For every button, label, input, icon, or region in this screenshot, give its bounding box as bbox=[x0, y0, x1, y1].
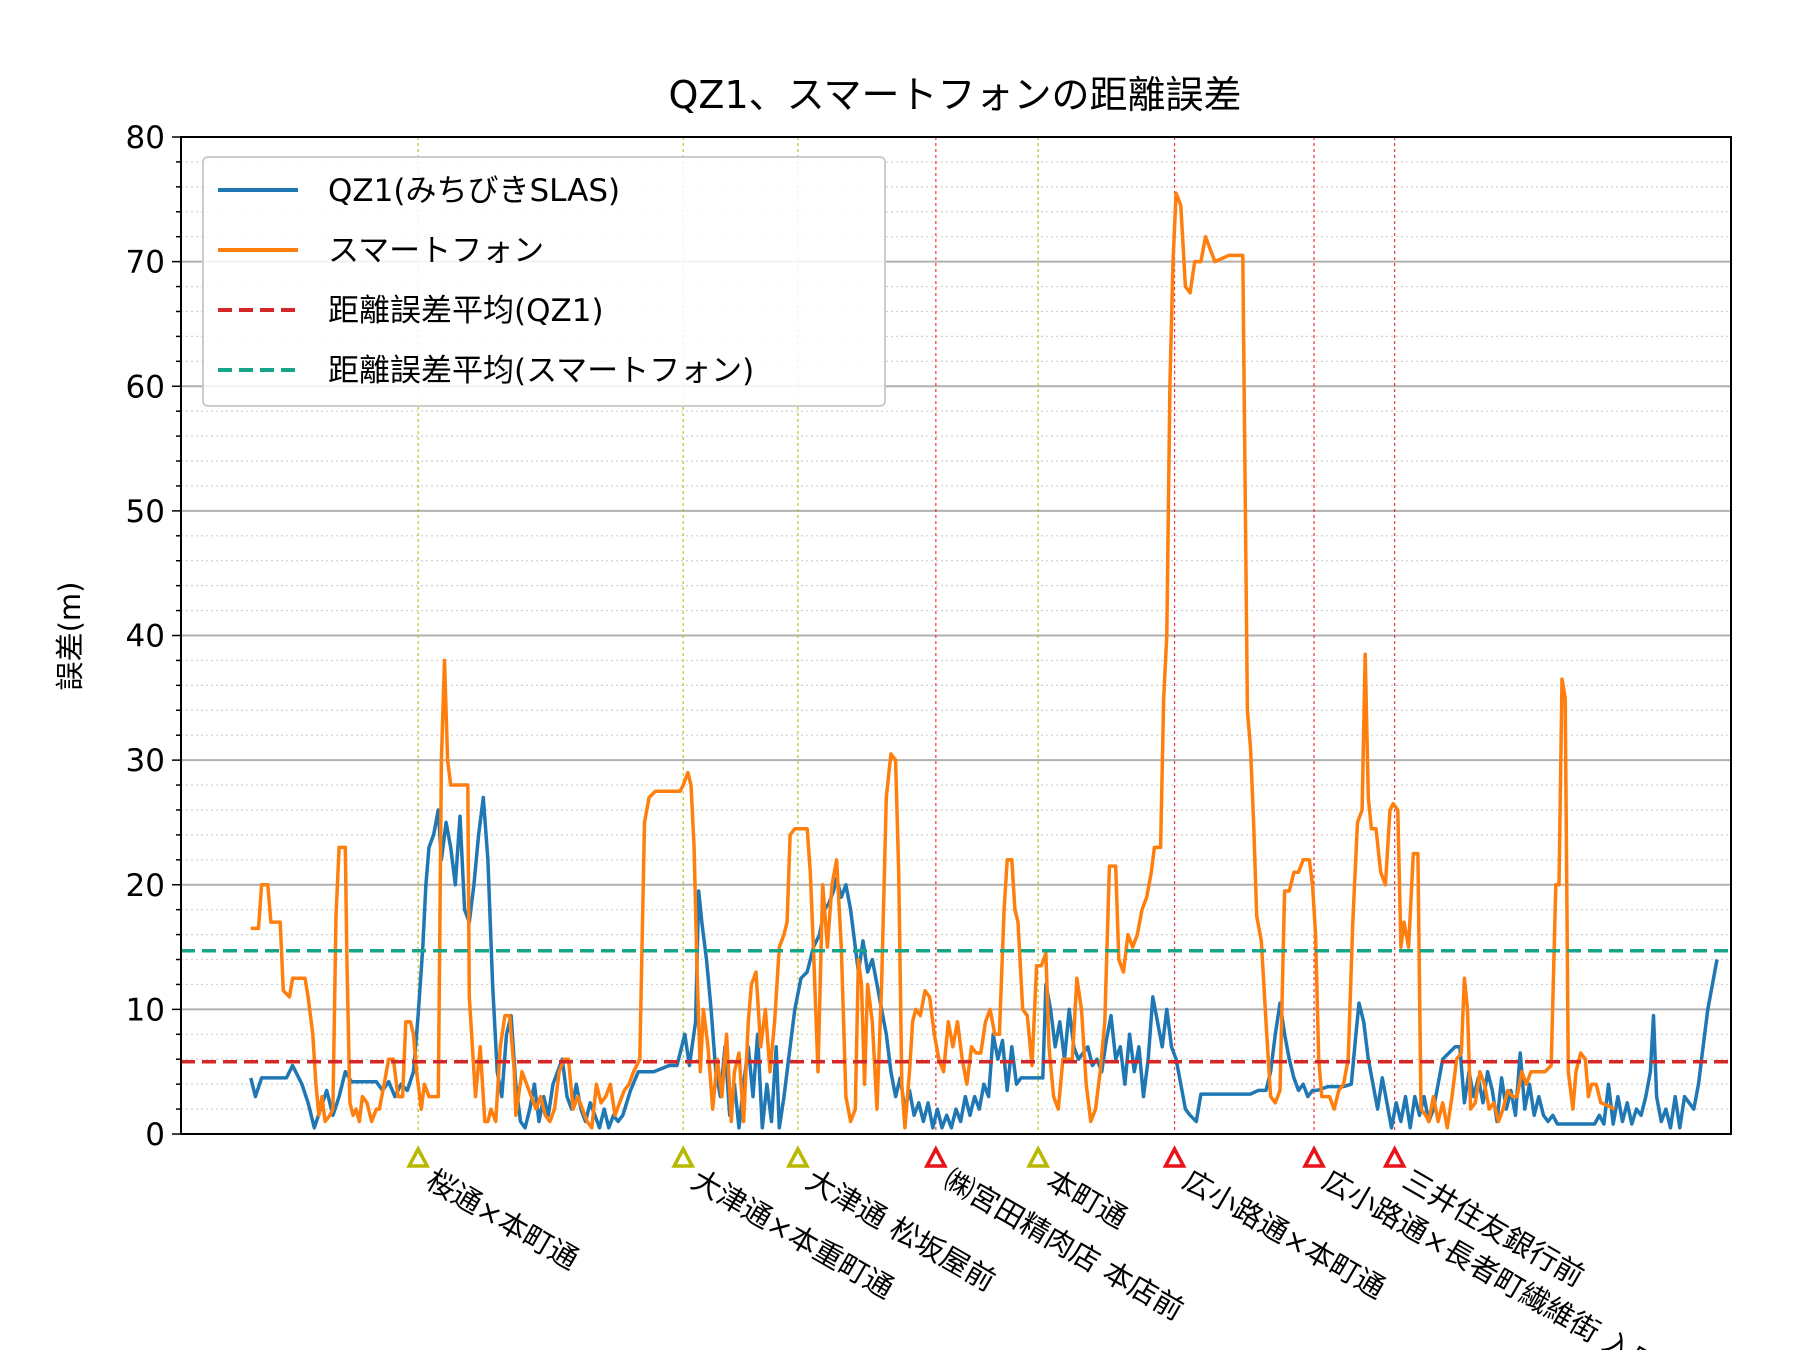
landmark-marker-icon bbox=[1162, 1145, 1187, 1168]
y-tick-label: 20 bbox=[126, 868, 165, 904]
legend-entry: QZ1(みちびきSLAS) bbox=[328, 173, 620, 209]
landmark-marker-icon bbox=[406, 1145, 431, 1168]
legend-entry: スマートフォン bbox=[328, 233, 544, 269]
y-axis-ticks: 0 10 20 30 40 50 60 70 80 bbox=[126, 120, 181, 1153]
landmark-marker-icon bbox=[785, 1145, 810, 1168]
y-tick-label: 80 bbox=[126, 120, 165, 156]
y-tick-label: 50 bbox=[126, 494, 165, 530]
series-line bbox=[249, 795, 1719, 1130]
y-tick-label: 30 bbox=[126, 743, 165, 779]
y-tick-label: 10 bbox=[126, 992, 165, 1028]
y-axis-label: 誤差(m) bbox=[53, 582, 87, 691]
chart-title: QZ1、スマートフォンの距離誤差 bbox=[669, 73, 1242, 117]
legend-box bbox=[202, 156, 886, 407]
landmark-marker-icon bbox=[671, 1145, 696, 1168]
landmark-marker-icon bbox=[1382, 1145, 1407, 1168]
landmark-marker-icon bbox=[923, 1145, 948, 1168]
landmark-marker-icon bbox=[1302, 1145, 1326, 1168]
series-line bbox=[250, 191, 1616, 1130]
series-lines bbox=[181, 191, 1731, 1130]
legend-entry: 距離誤差平均(QZ1) bbox=[328, 293, 604, 329]
y-tick-label: 60 bbox=[126, 369, 165, 405]
legend-entry: 距離誤差平均(スマートフォン) bbox=[328, 353, 754, 389]
y-tick-label: 0 bbox=[145, 1117, 165, 1153]
y-tick-label: 70 bbox=[126, 245, 165, 281]
y-tick-label: 40 bbox=[126, 619, 165, 655]
landmark-marker-icon bbox=[1026, 1145, 1051, 1168]
